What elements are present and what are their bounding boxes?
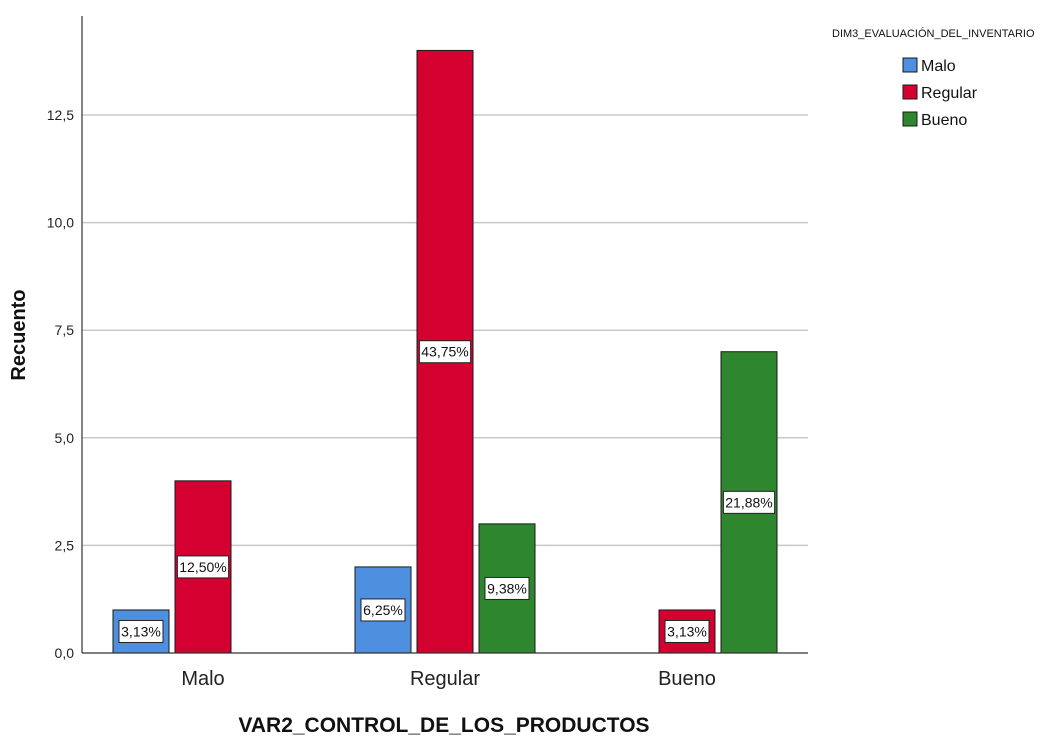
y-tick-label: 7,5 (55, 322, 75, 338)
data-label: 3,13% (667, 623, 707, 639)
legend-swatch-malo (902, 57, 918, 73)
data-labels: 3,13% 12,50% 6,25% 43,75% 9,38% 3,13% 21,88% (118, 340, 776, 643)
y-tick-label: 0,0 (55, 645, 75, 661)
data-label-box (418, 340, 472, 364)
legend-swatch-regular (902, 84, 918, 100)
data-label: 43,75% (421, 344, 468, 360)
data-label: 9,38% (487, 580, 527, 596)
legend-label-malo: Malo (921, 58, 956, 75)
data-label: 6,25% (363, 602, 403, 618)
data-label-box (484, 576, 530, 600)
legend-title: DIM3_EVALUACIÓN_DEL_INVENTARIO (832, 27, 1035, 40)
legend: DIM3_EVALUACIÓN_DEL_INVENTARIO Malo Regul… (832, 27, 1035, 129)
x-tick-label: Malo (181, 668, 224, 690)
data-label-box (176, 555, 230, 579)
legend-swatch-bueno (902, 111, 918, 127)
y-tick-label: 10,0 (47, 215, 74, 231)
data-label: 12,50% (179, 559, 226, 575)
legend-label-bueno: Bueno (921, 112, 967, 129)
y-tick-label: 12,5 (47, 107, 74, 123)
y-tick-label: 2,5 (55, 537, 75, 553)
data-label-box (664, 619, 710, 643)
legend-label-regular: Regular (921, 85, 978, 102)
x-tick-label: Regular (410, 668, 480, 690)
data-label-box (722, 490, 776, 514)
data-label: 3,13% (121, 623, 161, 639)
data-label: 21,88% (725, 494, 772, 510)
x-tick-label: Bueno (658, 668, 716, 690)
y-axis-title: Recuento (8, 289, 30, 380)
y-tick-label: 5,0 (55, 430, 75, 446)
x-axis-title: VAR2_CONTROL_DE_LOS_PRODUCTOS (238, 714, 649, 737)
data-label-box (360, 598, 406, 622)
data-label-box (118, 619, 164, 643)
axes: 0,0 2,5 5,0 7,5 10,0 12,5 Malo Regular Bueno (47, 16, 808, 690)
